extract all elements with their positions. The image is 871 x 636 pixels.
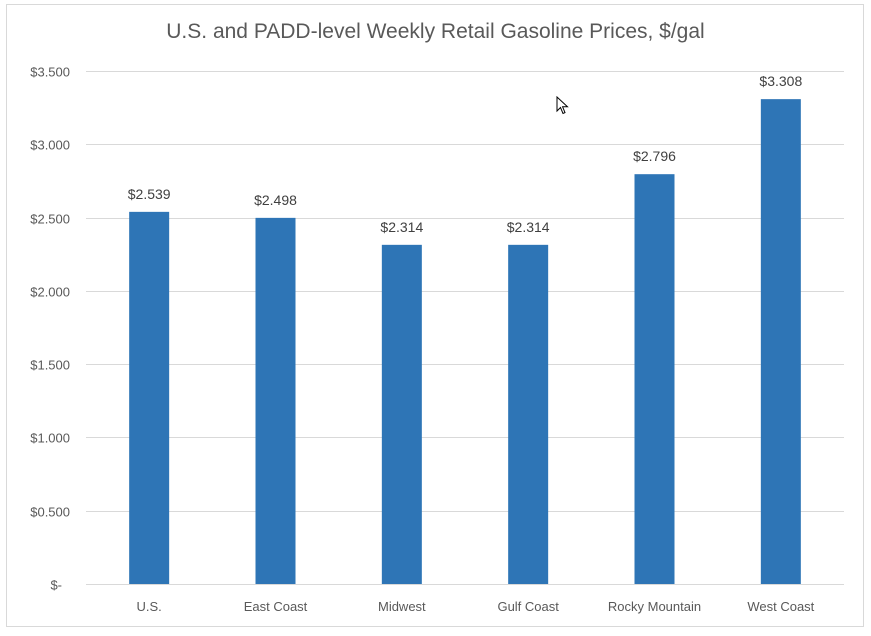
- x-tick-label: U.S.: [137, 599, 162, 614]
- x-tick-label: Gulf Coast: [497, 599, 559, 614]
- x-tick-label: East Coast: [244, 599, 308, 614]
- y-tick-label: $2.500: [30, 212, 70, 227]
- mouse-pointer-icon: [556, 95, 570, 121]
- y-tick-label: $3.000: [30, 138, 70, 153]
- x-tick-label: West Coast: [747, 599, 814, 614]
- bar[interactable]: [255, 217, 296, 585]
- data-label: $2.796: [633, 148, 676, 164]
- y-tick-label: $-: [50, 578, 62, 593]
- data-label: $2.498: [254, 192, 297, 208]
- bar[interactable]: [760, 99, 801, 584]
- data-label: $3.308: [759, 73, 802, 89]
- data-label: $2.539: [128, 186, 171, 202]
- bar[interactable]: [634, 174, 675, 584]
- y-tick-label: $0.500: [30, 505, 70, 520]
- x-tick-label: Rocky Mountain: [608, 599, 701, 614]
- chart-title: U.S. and PADD-level Weekly Retail Gasoli…: [166, 20, 705, 43]
- y-tick-label: $1.000: [30, 431, 70, 446]
- y-tick-label: $2.000: [30, 285, 70, 300]
- data-label: $2.314: [507, 219, 550, 235]
- y-tick-label: $3.500: [30, 65, 70, 80]
- x-tick-label: Midwest: [378, 599, 426, 614]
- data-label: $2.314: [380, 219, 423, 235]
- bar[interactable]: [508, 244, 549, 584]
- bar[interactable]: [381, 244, 422, 584]
- y-tick-label: $1.500: [30, 358, 70, 373]
- bar[interactable]: [129, 211, 170, 584]
